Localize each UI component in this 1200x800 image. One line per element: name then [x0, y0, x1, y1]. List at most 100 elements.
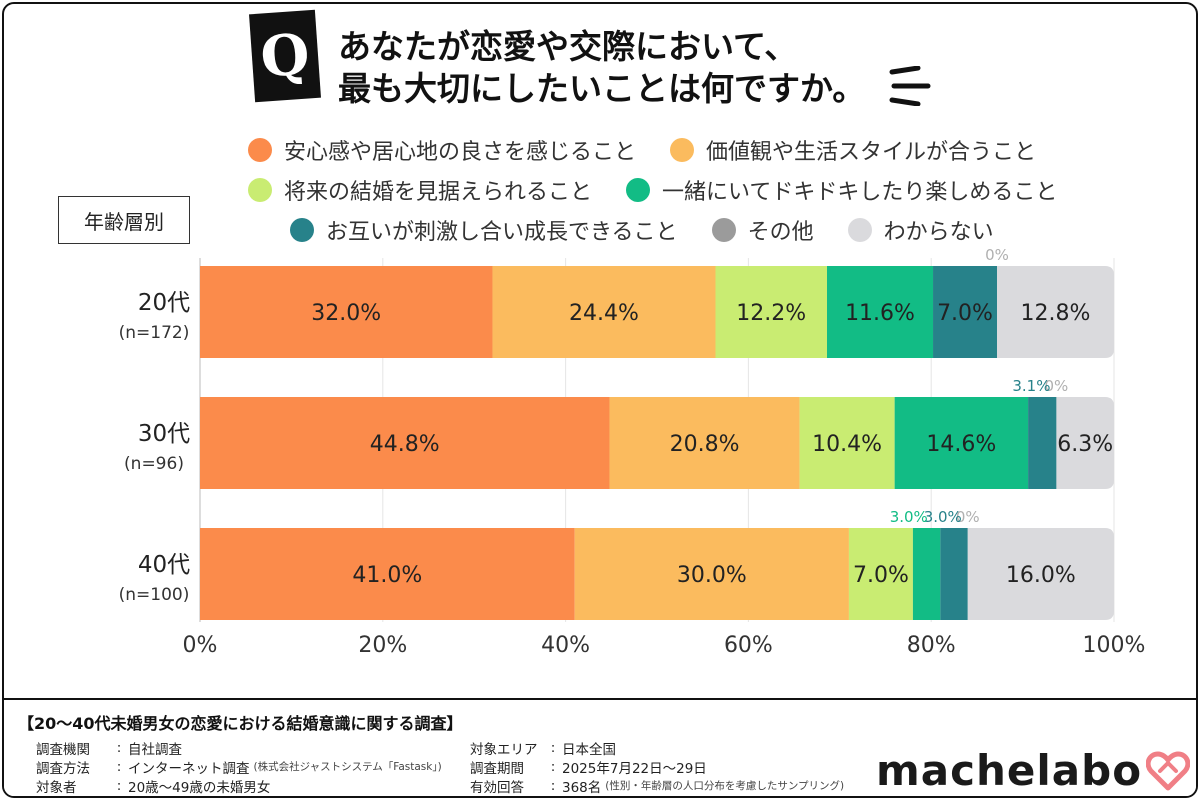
- bar-segment: [492, 266, 716, 358]
- data-label: 24.4%: [569, 301, 639, 326]
- category-label: 20代: [138, 290, 190, 316]
- bar-segment: [894, 397, 1029, 489]
- data-label-outside: 0%: [956, 508, 980, 526]
- bar-segment: [799, 397, 895, 489]
- legend-item: 一緒にいてドキドキしたり楽しめること: [626, 174, 1057, 206]
- info-row: 対象エリア : 日本全国: [470, 738, 844, 758]
- info-label: 対象者: [36, 779, 77, 796]
- legend-item: わからない: [847, 214, 994, 246]
- emphasis-lines-icon: [889, 66, 931, 106]
- data-label: 32.0%: [311, 301, 381, 326]
- data-label-outside: 0%: [985, 246, 1009, 264]
- legend-label: 価値観や生活スタイルが合うこと: [706, 140, 1037, 165]
- bar-segment: [967, 528, 1114, 620]
- data-label: 14.6%: [926, 432, 996, 457]
- x-tick-label: 20%: [358, 633, 407, 658]
- bar-segment: [574, 528, 849, 620]
- stacked-bar-chart: 0% 20% 40% 60% 80% 100% 20代 (n=172) 32.0% 24.4% 12…: [119, 246, 1146, 658]
- survey-title: 【20～40代未婚男女の恋愛における結婚意識に関する調査】: [18, 714, 463, 733]
- data-label: 12.8%: [1021, 301, 1091, 326]
- info-row: 調査方法 : インターネット調査 (株式会社ジャストシステム「Fastask」): [36, 757, 442, 777]
- bar-segment: [200, 397, 610, 489]
- data-label: 7.0%: [937, 301, 993, 326]
- info-row: 有効回答 : 368名 (性別・年齢層の人口分布を考慮したサンプリング): [470, 776, 845, 796]
- info-label: 調査方法: [36, 760, 90, 777]
- data-label: 30.0%: [677, 563, 747, 588]
- legend-item: 価値観や生活スタイルが合うこと: [670, 134, 1036, 166]
- category-label: 40代: [138, 552, 190, 578]
- bar-segment: [1056, 397, 1114, 489]
- info-row: 調査期間 : 2025年7月22日～29日: [470, 757, 844, 777]
- legend-item: その他: [711, 214, 814, 246]
- survey-footer: 【20～40代未婚男女の恋愛における結婚意識に関する調査】 調査機関 : 自社調…: [4, 698, 1196, 796]
- legend-label: わからない: [883, 220, 994, 245]
- question-line-1: あなたが恋愛や交際において、: [338, 27, 798, 66]
- x-tick-label: 100%: [1083, 633, 1146, 658]
- legend-swatch: [847, 218, 872, 242]
- data-label: 16.0%: [1006, 563, 1076, 588]
- legend-swatch: [248, 178, 272, 202]
- data-label: 6.3%: [1057, 432, 1113, 457]
- q-letter: Q: [258, 21, 312, 91]
- info-separator: :: [550, 758, 556, 775]
- data-label: 20.8%: [670, 432, 740, 457]
- info-separator: :: [550, 739, 556, 756]
- bar-segment: [912, 528, 941, 620]
- data-label: 10.4%: [812, 432, 882, 457]
- bar-segment: [609, 397, 800, 489]
- x-tick-label: 0%: [183, 633, 218, 658]
- data-label: 7.0%: [853, 563, 909, 588]
- data-label-outside: 3.0%: [924, 508, 962, 526]
- bar-segment: [848, 528, 913, 620]
- legend-swatch: [670, 138, 695, 162]
- info-label: 調査機関: [36, 741, 90, 758]
- data-label-outside: 3.0%: [890, 508, 928, 526]
- legend-swatch: [626, 178, 651, 202]
- legend-swatch: [248, 138, 272, 162]
- info-value: 20歳～49歳の未婚男女: [128, 779, 271, 796]
- category-label: 30代: [138, 421, 190, 447]
- data-label-outside: 3.1%: [1012, 377, 1050, 395]
- bar-segment: [997, 266, 1114, 358]
- legend-label: 一緒にいてドキドキしたり楽しめること: [662, 180, 1058, 205]
- data-label-outside: 0%: [1045, 377, 1069, 395]
- legend-label: 将来の結婚を見据えられること: [284, 180, 593, 205]
- info-value: 368名: [562, 779, 602, 796]
- info-value: 日本全国: [562, 741, 616, 758]
- x-tick-label: 80%: [907, 633, 956, 658]
- info-label: 対象エリア: [470, 741, 538, 758]
- q-badge: Q: [249, 9, 321, 103]
- legend-item: 安心感や居心地の良さを感じること: [248, 134, 636, 166]
- info-note: (株式会社ジャストシステム「Fastask」): [253, 761, 442, 773]
- data-label: 44.8%: [370, 432, 440, 457]
- data-label: 11.6%: [845, 301, 915, 326]
- legend-label: お互いが刺激し合い成長できること: [326, 220, 678, 245]
- legend-item: 将来の結婚を見据えられること: [248, 174, 592, 206]
- category-sublabel: (n=172): [119, 323, 190, 343]
- legend-label: その他: [747, 220, 814, 245]
- x-tick-label: 40%: [541, 633, 590, 658]
- info-separator: :: [116, 758, 122, 775]
- survey-info-left: 調査機関 : 自社調査 調査方法 : インターネット調査 (株式会社ジャストシス…: [36, 738, 442, 796]
- age-group-box: 年齢層別: [58, 196, 190, 244]
- info-label: 調査期間: [470, 760, 524, 777]
- bar-segment: [940, 528, 968, 620]
- info-note: (性別・年齢層の人口分布を考慮したサンプリング): [605, 780, 845, 792]
- bar-segment: [933, 266, 998, 358]
- bar-segment: [200, 266, 493, 358]
- info-row: 対象者 : 20歳～49歳の未婚男女: [36, 776, 442, 796]
- info-value: 自社調査: [128, 741, 182, 758]
- legend-row-1: 安心感や居心地の良さを感じること 価値観や生活スタイルが合うこと: [248, 134, 1036, 166]
- survey-info-right: 対象エリア : 日本全国 調査期間 : 2025年7月22日～29日 有効回答 …: [470, 738, 845, 796]
- info-separator: :: [116, 777, 122, 794]
- category-sublabel: (n=96): [124, 454, 184, 474]
- data-label: 12.2%: [736, 301, 806, 326]
- info-separator: :: [550, 777, 556, 794]
- x-tick-label: 60%: [724, 633, 773, 658]
- info-row: 調査機関 : 自社調査: [36, 738, 442, 758]
- bar-segment: [200, 528, 575, 620]
- legend-row-2: 将来の結婚を見据えられること 一緒にいてドキドキしたり楽しめること: [248, 174, 1057, 206]
- heart-icon: [1146, 751, 1191, 790]
- brand-logo: machelabo: [876, 746, 1191, 795]
